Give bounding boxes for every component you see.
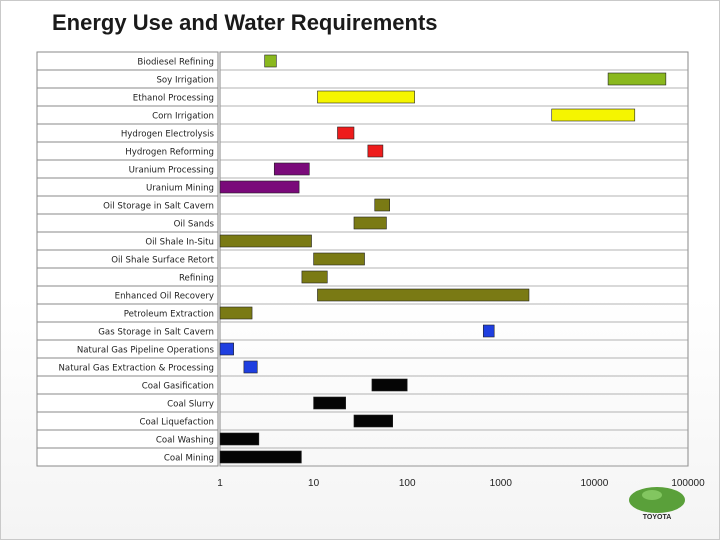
range-bar: [219, 432, 260, 446]
category-label: Hydrogen Reforming: [125, 148, 214, 158]
range-bar: [317, 288, 530, 302]
category-label: Uranium Mining: [146, 184, 214, 194]
category-label: Corn Irrigation: [152, 112, 214, 122]
category-label: Biodiesel Refining: [137, 58, 214, 68]
range-bar: [313, 396, 346, 410]
x-tick-label: 100000: [671, 478, 705, 489]
range-bar: [219, 180, 300, 194]
category-label: Ethanol Processing: [133, 94, 214, 104]
range-bar: [551, 108, 636, 122]
range-bar: [219, 234, 312, 248]
logo-text: TOYOTA: [643, 514, 672, 521]
range-bar: [374, 198, 390, 212]
category-label: Coal Washing: [156, 436, 214, 446]
range-bar: [219, 450, 302, 464]
category-label: Hydrogen Electrolysis: [121, 130, 215, 140]
x-tick-label: 100: [399, 478, 416, 489]
x-tick-label: 1: [217, 478, 223, 489]
category-label: Uranium Processing: [129, 166, 214, 176]
slide-title: Energy Use and Water Requirements: [52, 10, 438, 35]
range-bar: [482, 324, 495, 338]
category-label: Refining: [179, 274, 214, 284]
range-bar: [219, 306, 253, 320]
category-label: Enhanced Oil Recovery: [115, 292, 214, 302]
category-label: Gas Storage in Salt Cavern: [98, 328, 214, 338]
range-bar: [367, 144, 384, 158]
category-label: Natural Gas Extraction & Processing: [59, 364, 215, 374]
category-label: Oil Storage in Salt Cavern: [103, 202, 214, 212]
category-label: Coal Gasification: [142, 382, 214, 392]
range-bar: [243, 360, 258, 374]
category-label: Soy Irrigation: [156, 76, 214, 86]
range-bar: [353, 414, 394, 428]
category-label: Coal Mining: [164, 454, 214, 464]
category-label: Oil Sands: [174, 220, 215, 230]
range-bar: [301, 270, 328, 284]
range-bar: [313, 252, 365, 266]
category-label: Oil Shale In-Situ: [145, 238, 214, 248]
range-bar: [219, 342, 234, 356]
plot-area: Biodiesel Refining Soy Irrigation Ethanol …: [36, 51, 705, 489]
toyota-logo: TOYOTA: [629, 487, 685, 521]
category-label: Oil Shale Surface Retort: [111, 256, 214, 266]
range-bar: [317, 90, 415, 104]
category-label: Coal Slurry: [167, 400, 214, 410]
range-bar: [607, 72, 667, 86]
category-label: Coal Liquefaction: [140, 418, 215, 428]
range-bar: [264, 54, 277, 68]
range-bar: [353, 216, 387, 230]
range-bar: [273, 162, 310, 176]
category-label: Natural Gas Pipeline Operations: [77, 346, 215, 356]
logo-highlight-shape: [642, 490, 662, 500]
range-bar: [337, 126, 355, 140]
x-tick-label: 10: [308, 478, 320, 489]
range-bar: [371, 378, 408, 392]
category-label: Petroleum Extraction: [124, 310, 214, 320]
category-label-box: [36, 447, 219, 467]
x-tick-label: 1000: [490, 478, 513, 489]
x-tick-label: 10000: [580, 478, 608, 489]
